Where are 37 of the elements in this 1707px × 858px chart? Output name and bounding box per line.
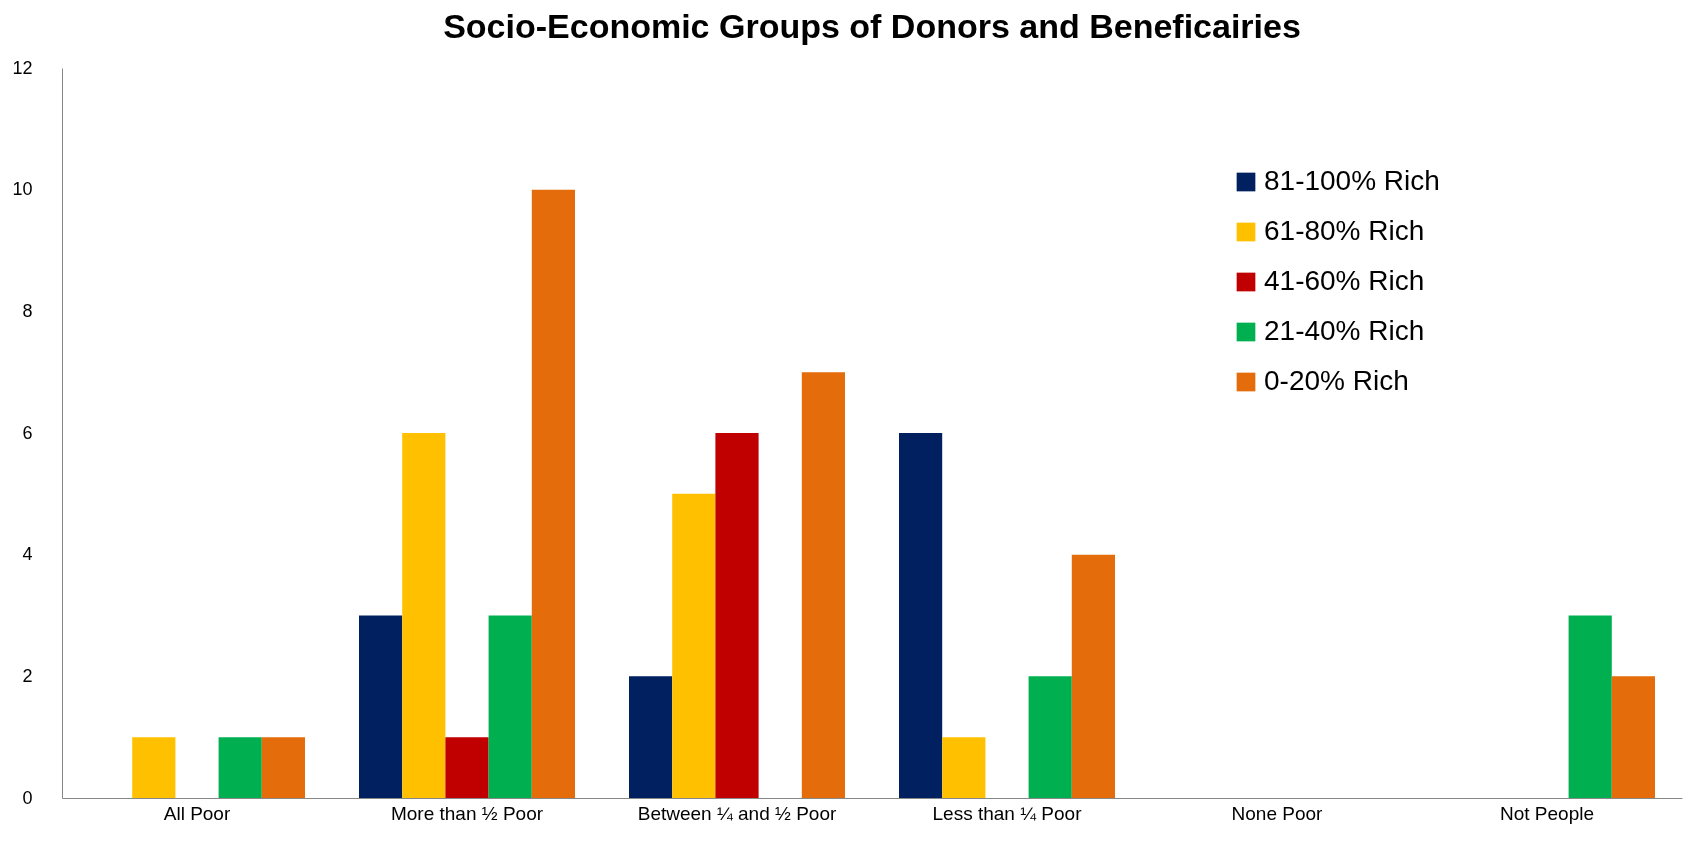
bar <box>1568 615 1612 798</box>
bar <box>359 615 403 798</box>
y-tick-label: 4 <box>22 544 33 565</box>
bar <box>942 737 986 798</box>
bar <box>445 737 489 798</box>
x-tick-label: Between ¼ and ½ Poor <box>637 802 837 824</box>
bar <box>1611 676 1655 798</box>
bar <box>531 189 575 798</box>
y-tick-label: 8 <box>22 300 33 321</box>
bar <box>672 493 716 798</box>
x-tick-label: Less than ¼ Poor <box>932 802 1083 824</box>
bar <box>1028 676 1072 798</box>
y-tick-label: 0 <box>22 787 33 808</box>
x-tick-label: More than ½ Poor <box>390 802 544 824</box>
bar <box>402 433 446 798</box>
legend-label: 41-60% Rich <box>1264 265 1425 296</box>
bar <box>899 433 943 798</box>
bar <box>488 615 532 798</box>
chart-title: Socio-Economic Groups of Donors and Beneficairies <box>443 7 1301 45</box>
bar <box>261 737 305 798</box>
bar <box>715 433 759 798</box>
bar <box>629 676 673 798</box>
bar <box>218 737 262 798</box>
y-tick-label: 6 <box>22 422 33 443</box>
legend-label: 0-20% Rich <box>1264 365 1409 396</box>
legend-label: 21-40% Rich <box>1264 315 1425 346</box>
x-tick-label: All Poor <box>163 802 231 824</box>
bar <box>801 372 845 798</box>
legend-label: 81-100% Rich <box>1264 165 1440 196</box>
y-tick-label: 12 <box>12 57 33 78</box>
x-tick-label: Not People <box>1499 802 1595 824</box>
y-tick-label: 2 <box>22 665 33 686</box>
bar <box>132 737 176 798</box>
legend-label: 61-80% Rich <box>1264 215 1425 246</box>
bar <box>1071 554 1115 798</box>
x-tick-label: None Poor <box>1231 802 1324 824</box>
y-tick-label: 10 <box>12 179 33 200</box>
